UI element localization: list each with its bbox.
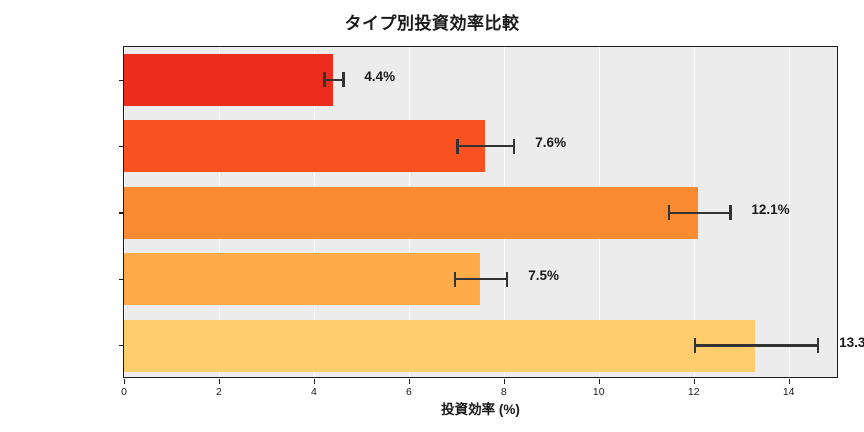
x-gridline xyxy=(788,47,791,377)
bar[interactable] xyxy=(124,54,333,106)
error-bar xyxy=(667,211,730,214)
bar-row[interactable]: 13.3%ストレート xyxy=(119,313,864,379)
bar-value-label: 7.5% xyxy=(528,268,559,284)
error-bar xyxy=(456,145,514,148)
error-cap-high xyxy=(817,337,820,353)
x-tick-mark xyxy=(598,379,601,384)
y-tick-mark xyxy=(119,145,124,148)
x-tick-mark xyxy=(218,379,221,384)
error-cap-high xyxy=(513,138,516,154)
x-tick-label: 0 xyxy=(121,386,127,398)
error-bar xyxy=(453,277,507,281)
x-tick-label: 4 xyxy=(310,386,317,398)
bar-value-label: 7.6% xyxy=(535,135,567,151)
x-tick-label: 12 xyxy=(687,386,700,398)
x-tick-mark xyxy=(124,379,126,384)
bar[interactable] xyxy=(124,253,481,306)
x-tick-mark xyxy=(693,379,696,384)
error-cap-high xyxy=(729,205,732,221)
error-cap-low xyxy=(323,72,326,88)
y-tick-mark xyxy=(119,79,124,81)
error-cap-high xyxy=(342,72,345,88)
bar-row[interactable]: 12.1%セット（ストレート） xyxy=(119,180,837,246)
bar-row[interactable]: 4.4%ミニ xyxy=(119,47,837,113)
bar-row[interactable]: 7.6%セット（ボックス） xyxy=(119,113,837,179)
x-tick-label: 8 xyxy=(500,386,507,398)
error-bar xyxy=(693,344,818,347)
error-cap-low xyxy=(456,138,459,154)
x-tick-label: 6 xyxy=(405,386,412,398)
x-tick-mark xyxy=(503,379,506,384)
x-tick-label: 14 xyxy=(782,386,795,398)
x-axis-label: 投資効率 (%) xyxy=(441,402,520,417)
x-tick-label: 10 xyxy=(592,386,605,398)
y-tick-mark xyxy=(119,345,124,347)
bar[interactable] xyxy=(124,319,756,372)
x-tick-mark xyxy=(313,379,316,384)
error-cap-high xyxy=(506,271,509,287)
error-cap-low xyxy=(667,205,670,221)
bar-value-label: 13.3% xyxy=(839,334,864,350)
bar-value-label: 12.1% xyxy=(751,201,790,217)
x-tick-mark xyxy=(788,379,790,384)
x-tick-mark xyxy=(408,379,411,384)
error-cap-low xyxy=(693,337,696,353)
x-tick-label: 2 xyxy=(216,386,222,398)
bar-value-label: 4.4% xyxy=(364,69,396,84)
y-tick-mark xyxy=(119,278,124,281)
y-tick-mark xyxy=(119,212,124,214)
error-bar xyxy=(323,78,343,81)
bar[interactable] xyxy=(124,186,699,239)
plot-area: 0 2 4 6 8 10 12 14 4.4%ミニ7.6%セット（ボックス）12.1%セット（ス… xyxy=(119,46,864,398)
error-cap-low xyxy=(453,271,457,287)
bar-row[interactable]: 7.5%ボックス xyxy=(119,246,837,312)
bar[interactable] xyxy=(124,120,485,173)
chart-title: タイプ別投資効率比較 xyxy=(344,14,520,33)
